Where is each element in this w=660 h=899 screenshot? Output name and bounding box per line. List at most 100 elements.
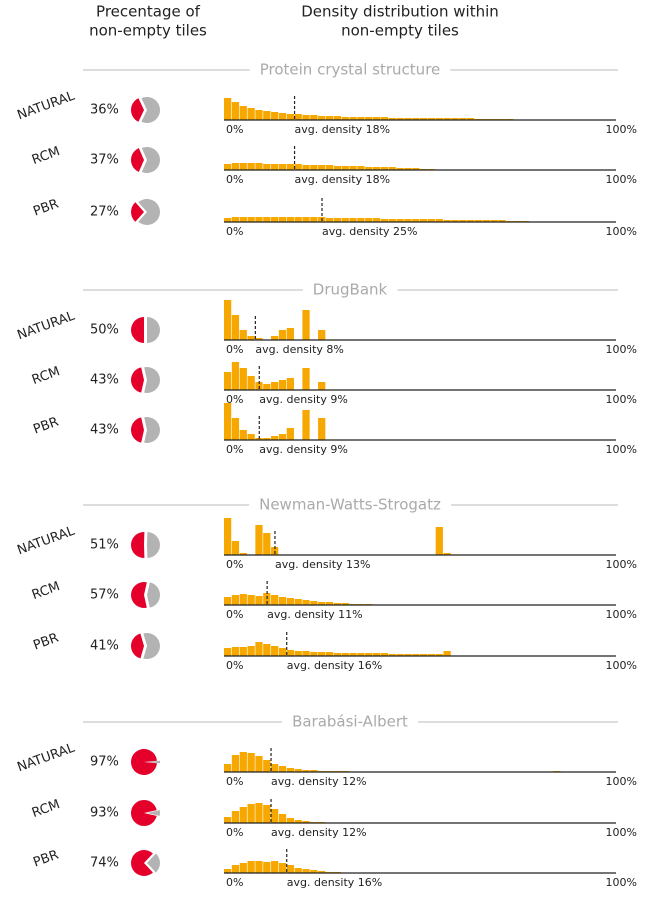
bar: [302, 368, 310, 390]
bar: [271, 764, 279, 772]
pie-empty: [144, 367, 160, 393]
bar: [278, 380, 287, 390]
bar: [380, 167, 389, 170]
title-bg: [302, 280, 398, 299]
bar: [286, 328, 294, 340]
bar: [263, 644, 271, 656]
bar: [404, 118, 412, 120]
bar: [435, 118, 443, 120]
bar: [239, 217, 247, 222]
bar: [294, 769, 302, 772]
bar: [349, 218, 357, 222]
bar: [404, 219, 412, 222]
bar: [302, 869, 310, 873]
bar: [239, 594, 247, 605]
bar: [231, 315, 240, 340]
row-label: RCM: [30, 579, 62, 603]
bar: [271, 382, 279, 390]
bar: [286, 768, 294, 772]
bar: [278, 164, 287, 170]
bar: [467, 118, 475, 120]
bar: [231, 418, 240, 440]
bar: [231, 595, 240, 605]
bar: [310, 165, 318, 170]
bar: [263, 805, 271, 823]
x-tick-label: 100%: [606, 558, 637, 571]
x-tick-label: 0%: [226, 558, 243, 571]
bar: [420, 654, 428, 656]
pie-value-label: 74%: [90, 856, 119, 871]
bar: [231, 163, 240, 170]
bar: [294, 820, 302, 823]
bar: [286, 114, 294, 120]
pie-value-label: 50%: [90, 323, 119, 338]
bar: [404, 654, 412, 656]
bar: [357, 117, 365, 120]
bar: [396, 654, 404, 656]
bar: [278, 217, 287, 222]
bar: [224, 98, 232, 120]
row-label: NATURAL: [15, 523, 77, 558]
row-label: RCM: [30, 797, 62, 821]
group-title: Barabási-Albert: [292, 713, 408, 731]
x-tick-label: 0%: [226, 225, 243, 238]
pie-slice: [131, 98, 144, 122]
bar: [318, 418, 326, 440]
avg-label: avg. density 18%: [295, 123, 391, 136]
bar: [271, 436, 279, 440]
bar: [271, 646, 279, 656]
bar: [467, 220, 475, 222]
pie-empty: [138, 199, 160, 226]
bar: [333, 653, 341, 656]
bar: [404, 168, 412, 170]
bar: [278, 648, 287, 656]
bar: [278, 330, 287, 340]
pie-empty: [141, 147, 160, 173]
bar: [435, 219, 443, 222]
bar: [302, 165, 310, 170]
bar: [427, 654, 436, 656]
avg-label: avg. density 12%: [271, 826, 367, 839]
bar: [302, 770, 310, 772]
bar: [302, 651, 310, 656]
bar: [224, 164, 232, 170]
x-tick-label: 100%: [606, 225, 637, 238]
avg-label: avg. density 16%: [287, 876, 383, 889]
row-label: PBR: [31, 848, 60, 871]
bar: [231, 647, 240, 656]
bar: [263, 862, 271, 873]
bar: [239, 647, 247, 656]
bar: [278, 863, 287, 873]
pie-slice: [130, 633, 144, 659]
bar: [286, 217, 294, 222]
bar: [310, 770, 318, 772]
bar: [443, 118, 451, 120]
header: non-empty tiles: [341, 22, 459, 40]
avg-label: avg. density 18%: [295, 173, 391, 186]
bar: [396, 219, 404, 222]
x-tick-label: 100%: [606, 826, 637, 839]
row-label: NATURAL: [15, 88, 77, 123]
bar: [349, 166, 357, 170]
x-tick-label: 100%: [606, 393, 637, 406]
bar: [482, 220, 490, 222]
avg-label: avg. density 13%: [275, 558, 371, 571]
x-tick-label: 0%: [226, 775, 243, 788]
x-tick-label: 0%: [226, 343, 243, 356]
pie-empty: [147, 760, 161, 764]
bar: [333, 166, 341, 170]
bar: [451, 220, 459, 222]
bar: [255, 642, 263, 656]
bar: [396, 118, 404, 120]
bar: [247, 108, 255, 120]
row-label: RCM: [30, 364, 62, 388]
x-tick-label: 100%: [606, 123, 637, 136]
bar: [255, 596, 263, 605]
pie-value-label: 43%: [90, 373, 119, 388]
bar: [318, 652, 326, 656]
bar: [271, 112, 279, 120]
bar: [286, 650, 294, 656]
bar: [278, 113, 287, 120]
x-tick-label: 0%: [226, 443, 243, 456]
bar: [341, 653, 349, 656]
